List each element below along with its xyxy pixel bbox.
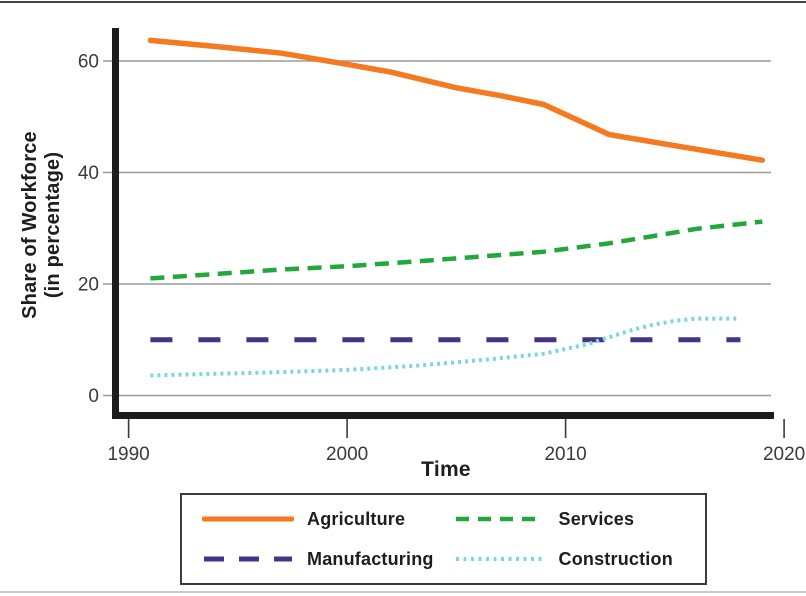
- x-tick-label-2010: 2010: [544, 444, 586, 465]
- y-tick-label-60: 60: [78, 52, 99, 73]
- legend-item-manufacturing: Manufacturing: [202, 549, 454, 570]
- legend-item-agriculture: Agriculture: [202, 509, 454, 530]
- top-edge-line: [0, 1, 806, 3]
- y-axis-spine: [112, 28, 119, 419]
- y-tick-label-40: 40: [78, 163, 99, 184]
- legend-label-services: Services: [558, 508, 635, 529]
- legend-item-construction: Construction: [454, 549, 706, 570]
- y-axis-title: Share of Workforce (in percentage): [19, 131, 65, 319]
- legend-item-services: Services: [454, 509, 706, 530]
- legend-swatch-construction-line: [455, 557, 544, 561]
- x-axis-title: Time: [421, 458, 471, 481]
- x-tick-label-1990: 1990: [107, 444, 149, 465]
- x-tick-label-2020: 2020: [763, 444, 805, 465]
- legend-swatch-agriculture-line: [202, 516, 294, 522]
- y-tick-label-20: 20: [78, 275, 99, 296]
- series-line-construction: [150, 316, 741, 378]
- legend-swatch-services-line: [455, 516, 544, 522]
- y-axis-title-line2: (in percentage): [42, 151, 64, 299]
- y-axis-title-line1: Share of Workforce: [19, 131, 41, 319]
- series-line-agriculture: [147, 37, 766, 163]
- x-tick-label-2000: 2000: [326, 444, 368, 465]
- legend-label-construction: Construction: [558, 548, 673, 569]
- y-tick-label-0: 0: [88, 386, 99, 407]
- legend-swatch-manufacturing-line: [204, 556, 292, 562]
- series-line-services: [150, 219, 763, 281]
- bottom-edge-line: [0, 591, 806, 593]
- legend-label-manufacturing: Manufacturing: [307, 548, 434, 569]
- legend: Agriculture Services Manufacturing Construc…: [180, 493, 707, 585]
- x-axis-spine: [112, 412, 774, 419]
- line-chart-plot: 0 20 40 60 1990 2000 2010 2020: [78, 28, 805, 465]
- legend-label-agriculture: Agriculture: [307, 508, 406, 529]
